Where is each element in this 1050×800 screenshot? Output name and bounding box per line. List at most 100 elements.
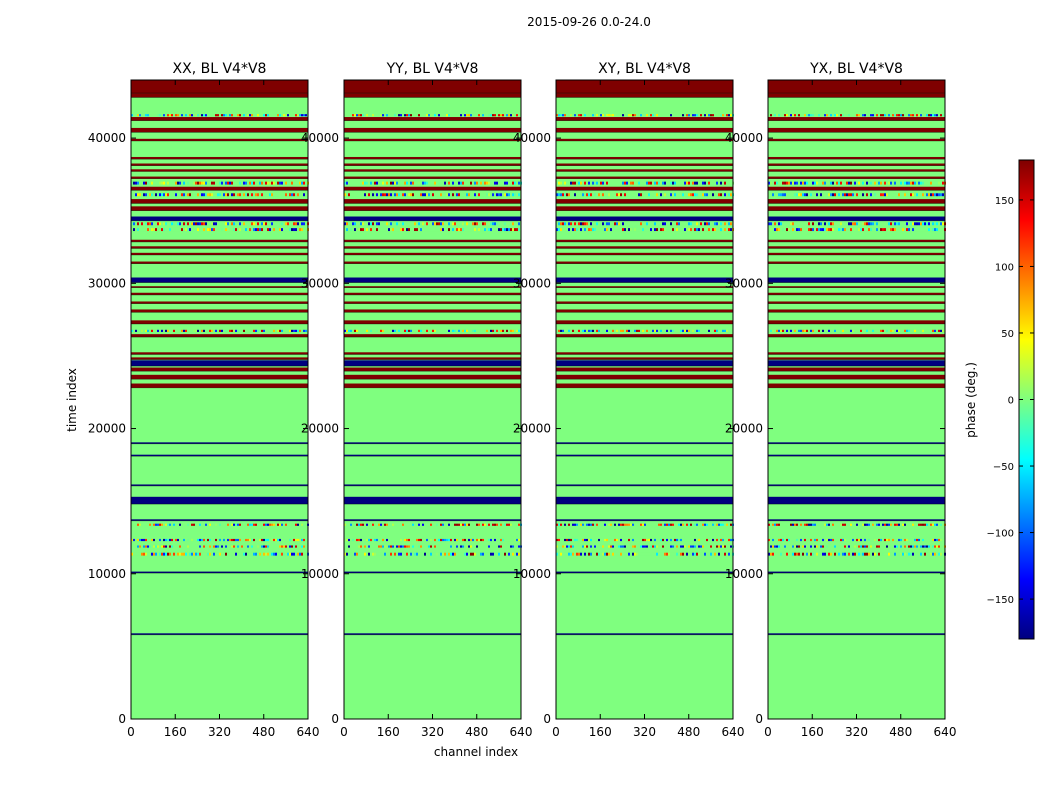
heatmap-noise-band [556,114,734,117]
heatmap-noise-band [556,222,733,226]
heatmap-band [768,206,945,211]
heatmap-band [556,374,733,380]
heatmap-band [768,277,945,283]
y-tick-label: 10000 [725,567,763,581]
heatmap-band [131,633,308,635]
heatmap-band [556,199,733,204]
colorbar-tick-label: 50 [1001,329,1014,340]
heatmap-band [556,360,733,367]
heatmap-band [131,246,308,249]
colorbar-tick-label: −100 [987,529,1014,540]
heatmap-noise-band [344,222,521,226]
heatmap-band [556,301,733,304]
heatmap-band [131,199,308,204]
heatmap-noise-band [344,114,521,117]
heatmap-band [131,301,308,304]
heatmap-band [556,169,733,172]
heatmap-noise-band [768,181,946,185]
y-tick-label: 10000 [88,567,126,581]
heatmap-band [344,206,521,211]
heatmap-noise-band [344,329,521,332]
x-tick-label: 160 [377,725,400,739]
x-tick-label: 320 [208,725,231,739]
heatmap-band [768,360,945,367]
heatmap-band [344,519,521,521]
heatmap-band [344,156,521,160]
x-tick-label: 480 [889,725,912,739]
heatmap-band [344,127,521,133]
heatmap-band [344,186,521,191]
heatmap-band [768,169,945,172]
heatmap-band [131,357,308,360]
heatmap-band [131,360,308,367]
heatmap-band [556,383,733,388]
heatmap-band [556,127,733,133]
heatmap-band [344,277,521,283]
heatmap-band [344,292,521,295]
heatmap-noise-band [131,329,308,332]
heatmap-noise-band [556,228,734,232]
heatmap-band [131,374,308,380]
heatmap-noise-band [344,523,522,526]
y-tick-label: 40000 [301,131,339,145]
y-tick-label: 40000 [88,131,126,145]
heatmap-band [556,357,733,360]
heatmap-band [556,442,733,444]
heatmap-band [556,156,733,160]
heatmap-noise-band [768,552,946,556]
heatmap-band [131,352,308,355]
panel-title: XY, BL V4*V8 [598,61,691,77]
heatmap-band [768,383,945,388]
heatmap-noise-band [344,228,521,232]
y-tick-label: 0 [755,712,763,726]
heatmap-band [344,138,521,141]
heatmap-band [556,216,733,221]
heatmap-band [768,633,945,635]
heatmap-noise-band [131,552,309,556]
heatmap-band [556,352,733,355]
heatmap-band [768,127,945,133]
heatmap-band [344,216,521,221]
heatmap-band [556,292,733,295]
x-tick-label: 0 [552,725,560,739]
x-tick-label: 160 [589,725,612,739]
heatmap-band [344,357,521,360]
x-tick-label: 0 [764,725,772,739]
heatmap-band [556,252,733,255]
heatmap-noise-band [131,523,309,526]
heatmap-band [556,286,733,288]
heatmap-band [768,138,945,141]
heatmap-band [768,367,945,372]
x-tick-label: 320 [845,725,868,739]
heatmap-band [556,176,733,179]
heatmap-band [556,117,733,121]
heatmap-band [768,454,945,457]
panel-yx: YX, BL V4*V8 0 160 320 480 640 0 10000 20000 3000… [725,61,957,739]
y-tick-label: 20000 [725,422,763,436]
heatmap-noise-band [131,545,308,548]
heatmap-noise-band [768,222,946,226]
heatmap-band [768,496,945,505]
heatmap-band [131,277,308,283]
heatmap-noise-band [768,545,946,548]
panel-xy: XY, BL V4*V8 0 160 320 480 640 0 10000 20000 3000… [513,61,745,739]
heatmap-band [344,383,521,388]
heatmap-band [556,277,733,283]
panels: XX, BL V4*V8 0 160 320 480 640 0 10000 20000 3000… [88,61,957,739]
heatmap-band [344,352,521,355]
heatmap-noise-band [556,538,734,542]
heatmap-band [344,169,521,172]
heatmap-band [344,360,521,367]
y-tick-label: 0 [118,712,126,726]
heatmap-band [131,117,308,121]
heatmap-band [131,163,308,166]
heatmap-band [768,239,945,242]
heatmap-noise-band [556,329,733,332]
heatmap-band [344,496,521,505]
heatmap-band [768,156,945,160]
x-tick-label: 160 [801,725,824,739]
heatmap-band [344,454,521,457]
heatmap-noise-band [768,538,945,542]
heatmap-band [344,261,521,264]
colorbar-label: phase (deg.) [964,362,978,438]
